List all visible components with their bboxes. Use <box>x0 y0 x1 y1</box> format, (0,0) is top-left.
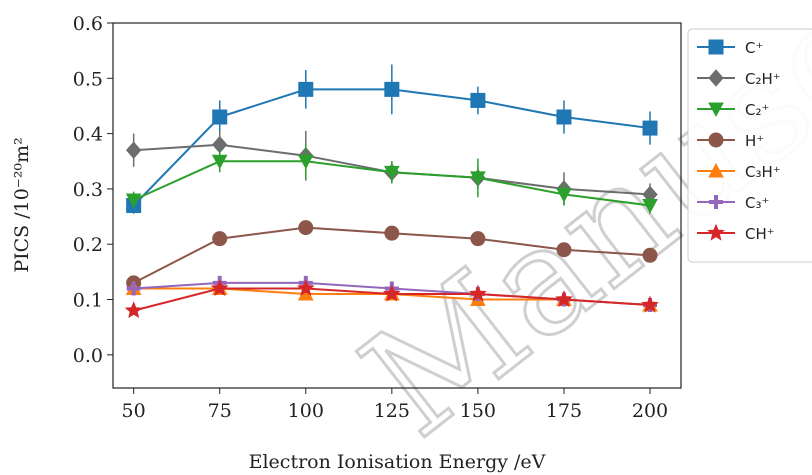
y-tick-label: 0.6 <box>73 13 103 35</box>
data-point <box>385 226 399 240</box>
x-axis-label: Electron Ionisation Energy /eV <box>249 451 546 473</box>
data-point <box>471 93 485 107</box>
data-point <box>471 232 485 246</box>
legend-label: C₃⁺ <box>745 194 769 212</box>
x-tick-label: 75 <box>208 400 232 422</box>
y-tick-label: 0.4 <box>73 124 103 146</box>
data-point <box>643 121 657 135</box>
data-point <box>557 110 571 124</box>
data-point <box>213 232 227 246</box>
x-tick-label: 50 <box>122 400 146 422</box>
y-axis-label: PICS /10⁻²⁰m² <box>11 137 33 272</box>
legend-label: H⁺ <box>745 132 764 150</box>
legend-label: C₂H⁺ <box>745 70 781 88</box>
data-point <box>299 82 313 96</box>
legend-marker <box>709 40 723 54</box>
x-tick-label: 125 <box>374 400 410 422</box>
y-tick-label: 0.3 <box>73 179 103 201</box>
y-tick-label: 0.5 <box>73 68 103 90</box>
data-point <box>643 248 657 262</box>
data-point <box>126 303 141 317</box>
y-tick-label: 0.2 <box>73 234 103 256</box>
x-tick-label: 200 <box>632 400 668 422</box>
y-tick-label: 0.1 <box>73 290 103 312</box>
legend: C⁺ C₂H⁺ C₂⁺ H⁺ C₃H⁺ C₃⁺ CH⁺ <box>688 29 812 262</box>
data-point <box>385 82 399 96</box>
legend-label: CH⁺ <box>745 225 775 243</box>
legend-label: C₂⁺ <box>745 101 769 119</box>
data-point <box>557 243 571 257</box>
x-tick-label: 150 <box>460 400 496 422</box>
x-tick-label: 175 <box>546 400 582 422</box>
legend-marker <box>709 133 723 147</box>
legend-label: C⁺ <box>745 39 763 57</box>
legend-label: C₃H⁺ <box>745 163 781 181</box>
data-point <box>127 142 141 158</box>
data-point <box>299 221 313 235</box>
x-tick-label: 100 <box>288 400 324 422</box>
y-tick-label: 0.0 <box>73 345 103 367</box>
data-point <box>213 110 227 124</box>
